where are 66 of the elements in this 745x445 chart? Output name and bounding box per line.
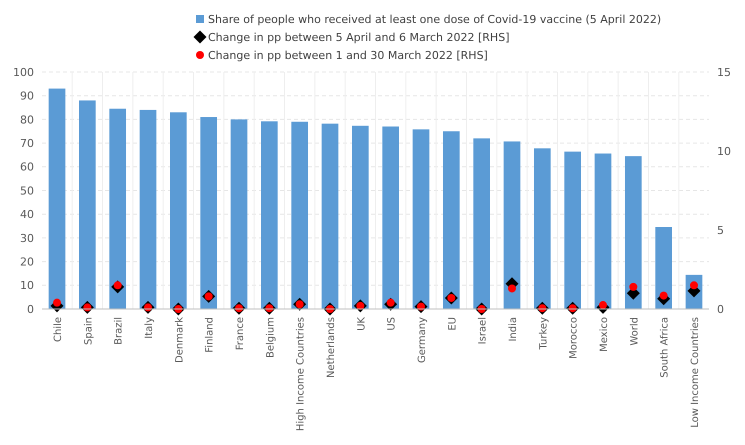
y2-tick-label: 5 bbox=[717, 224, 724, 237]
bar bbox=[412, 129, 430, 309]
y-tick-label: 20 bbox=[20, 255, 34, 268]
y-tick-label: 40 bbox=[20, 208, 34, 222]
x-tick-label: France bbox=[235, 317, 246, 350]
x-tick-label: Brazil bbox=[114, 317, 125, 345]
bar bbox=[200, 117, 218, 309]
x-tick-label: World bbox=[629, 317, 640, 346]
y2-tick-label: 10 bbox=[717, 144, 731, 158]
legend-label: Change in pp between 5 April and 6 March 2022 [RHS] bbox=[208, 30, 510, 44]
bar bbox=[564, 152, 581, 309]
bar bbox=[655, 227, 672, 309]
y-tick-label: 10 bbox=[20, 279, 34, 292]
bar bbox=[291, 122, 308, 309]
point bbox=[53, 298, 62, 307]
x-tick-label: Mexico bbox=[598, 317, 610, 352]
x-tick-label: Morocco bbox=[568, 317, 580, 359]
y-tick-label: 90 bbox=[20, 90, 34, 103]
x-tick-label: Spain bbox=[83, 317, 94, 345]
x-tick-label: Low Income Countries bbox=[690, 317, 701, 428]
bar bbox=[140, 110, 156, 309]
y-tick-label: 100 bbox=[13, 66, 34, 79]
x-tick-label: US bbox=[386, 317, 398, 331]
y-tick-label: 60 bbox=[20, 160, 34, 174]
y2-tick-label: 0 bbox=[717, 302, 724, 316]
bar bbox=[594, 154, 612, 309]
bar bbox=[473, 138, 490, 309]
x-tick-label: India bbox=[508, 317, 519, 342]
bar bbox=[48, 88, 66, 309]
bar bbox=[442, 131, 460, 309]
bar bbox=[109, 108, 126, 309]
y-tick-label: 80 bbox=[20, 113, 34, 126]
x-tick-label: Turkey bbox=[538, 316, 550, 351]
x-tick-label: UK bbox=[356, 316, 368, 331]
y2-tick-label: 15 bbox=[717, 66, 731, 79]
x-tick-label: Belgium bbox=[265, 317, 276, 358]
y-tick-label: 50 bbox=[20, 184, 34, 198]
point bbox=[508, 284, 516, 292]
x-tick-label: Denmark bbox=[174, 316, 186, 363]
x-tick-label: Finland bbox=[204, 317, 216, 353]
point bbox=[690, 281, 698, 290]
bar bbox=[352, 126, 369, 309]
x-tick-label: Netherlands bbox=[326, 317, 337, 378]
y-tick-label: 30 bbox=[20, 232, 34, 245]
bar bbox=[382, 126, 400, 309]
point bbox=[629, 282, 638, 291]
y-tick-label: 0 bbox=[27, 302, 34, 316]
x-tick-label: High Income Countries bbox=[296, 317, 307, 432]
bar bbox=[624, 156, 642, 309]
x-tick-label: Chile bbox=[53, 317, 64, 342]
x-tick-label: Israel bbox=[478, 317, 489, 344]
point bbox=[660, 292, 668, 300]
bar bbox=[322, 124, 338, 309]
x-tick-label: Germany bbox=[417, 316, 428, 363]
y-tick-label: 70 bbox=[20, 136, 34, 150]
bar bbox=[170, 112, 187, 309]
bar bbox=[534, 148, 551, 309]
bar bbox=[504, 141, 520, 309]
x-tick-label: Italy bbox=[144, 316, 156, 339]
x-tick-label: South Africa bbox=[660, 317, 671, 378]
x-tick-label: EU bbox=[447, 317, 458, 331]
bar bbox=[230, 119, 248, 309]
legend-label: Change in pp between 1 and 30 March 2022 [RHS] bbox=[208, 48, 488, 62]
legend-label: Share of people who received at least one dose of Covid-19 vaccine (5 April 2022) bbox=[208, 12, 662, 26]
bar bbox=[260, 121, 278, 309]
bar bbox=[79, 100, 96, 309]
